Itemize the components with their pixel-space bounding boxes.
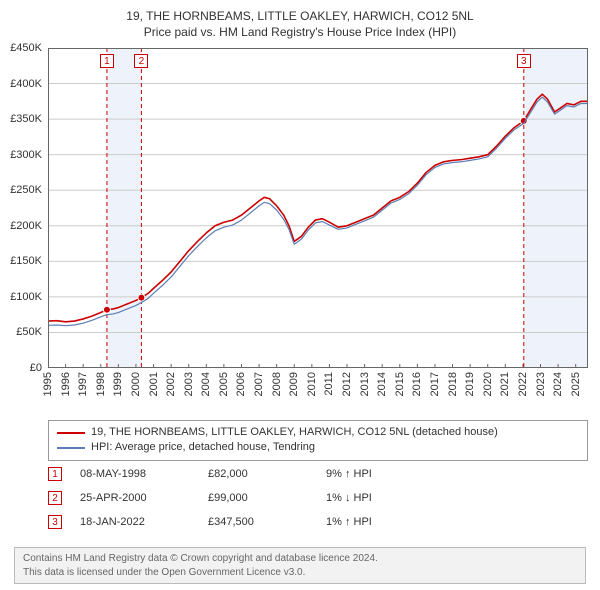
x-tick-label: 2004: [200, 372, 212, 396]
event-price: £82,000: [208, 468, 308, 480]
x-tick-label: 2017: [429, 372, 441, 396]
event-marker-2: 2: [48, 491, 62, 505]
legend-row: 19, THE HORNBEAMS, LITTLE OAKLEY, HARWIC…: [57, 425, 579, 440]
event-row: 1 08-MAY-1998 £82,000 9% ↑ HPI: [48, 462, 588, 486]
events-table: 1 08-MAY-1998 £82,000 9% ↑ HPI 2 25-APR-…: [48, 462, 588, 534]
x-tick-label: 2010: [306, 372, 318, 396]
event-date: 25-APR-2000: [80, 492, 190, 504]
legend-label-1: 19, THE HORNBEAMS, LITTLE OAKLEY, HARWIC…: [91, 425, 498, 440]
x-tick-label: 2008: [271, 372, 283, 396]
x-tick-label: 2000: [130, 372, 142, 396]
plot-svg: [48, 48, 588, 368]
y-tick-label: £400K: [0, 78, 42, 90]
x-tick-label: 2024: [552, 372, 564, 396]
event-date: 18-JAN-2022: [80, 516, 190, 528]
event-hpi: 9% ↑ HPI: [326, 468, 372, 480]
x-tick-label: 1999: [112, 372, 124, 396]
title-address: 19, THE HORNBEAMS, LITTLE OAKLEY, HARWIC…: [0, 8, 600, 24]
chart-container: 19, THE HORNBEAMS, LITTLE OAKLEY, HARWIC…: [0, 0, 600, 590]
y-tick-label: £100K: [0, 291, 42, 303]
x-tick-label: 2018: [447, 372, 459, 396]
y-tick-label: £350K: [0, 113, 42, 125]
y-tick-label: £450K: [0, 42, 42, 54]
legend-row: HPI: Average price, detached house, Tend…: [57, 440, 579, 455]
x-tick-label: 2023: [535, 372, 547, 396]
title-block: 19, THE HORNBEAMS, LITTLE OAKLEY, HARWIC…: [0, 0, 600, 40]
x-tick-label: 2016: [411, 372, 423, 396]
title-subtitle: Price paid vs. HM Land Registry's House …: [0, 24, 600, 40]
x-tick-label: 1995: [42, 372, 54, 396]
x-tick-label: 2013: [359, 372, 371, 396]
legend-label-2: HPI: Average price, detached house, Tend…: [91, 440, 315, 455]
y-tick-label: £150K: [0, 255, 42, 267]
x-tick-label: 2015: [394, 372, 406, 396]
x-tick-label: 2022: [517, 372, 529, 396]
x-tick-label: 2005: [218, 372, 230, 396]
x-tick-label: 2025: [570, 372, 582, 396]
x-tick-label: 1997: [77, 372, 89, 396]
y-tick-label: £300K: [0, 149, 42, 161]
event-marker-1: 1: [48, 467, 62, 481]
legend-swatch-2: [57, 447, 85, 449]
x-tick-label: 2012: [341, 372, 353, 396]
x-tick-label: 2014: [376, 372, 388, 396]
footer-line2: This data is licensed under the Open Gov…: [23, 566, 577, 580]
event-price: £99,000: [208, 492, 308, 504]
x-tick-label: 2009: [288, 372, 300, 396]
x-tick-label: 2011: [323, 372, 335, 396]
footer-line1: Contains HM Land Registry data © Crown c…: [23, 552, 577, 566]
event-marker-3: 3: [48, 515, 62, 529]
x-tick-label: 2007: [253, 372, 265, 396]
event-date: 08-MAY-1998: [80, 468, 190, 480]
event-hpi: 1% ↓ HPI: [326, 492, 372, 504]
event-price: £347,500: [208, 516, 308, 528]
x-tick-label: 2003: [183, 372, 195, 396]
event-row: 3 18-JAN-2022 £347,500 1% ↑ HPI: [48, 510, 588, 534]
y-tick-label: £50K: [0, 326, 42, 338]
plot-event-marker: 3: [517, 54, 531, 68]
legend-swatch-1: [57, 432, 85, 434]
y-tick-label: £200K: [0, 220, 42, 232]
y-tick-label: £250K: [0, 184, 42, 196]
x-tick-label: 2020: [482, 372, 494, 396]
x-tick-label: 2021: [499, 372, 511, 396]
event-row: 2 25-APR-2000 £99,000 1% ↓ HPI: [48, 486, 588, 510]
y-tick-label: £0: [0, 362, 42, 374]
footer-attribution: Contains HM Land Registry data © Crown c…: [14, 547, 586, 584]
chart-area: £0£50K£100K£150K£200K£250K£300K£350K£400…: [48, 48, 588, 368]
x-tick-label: 2002: [165, 372, 177, 396]
x-tick-label: 1996: [60, 372, 72, 396]
x-tick-label: 2019: [464, 372, 476, 396]
plot-event-marker: 1: [100, 54, 114, 68]
x-tick-label: 2006: [235, 372, 247, 396]
plot-event-marker: 2: [134, 54, 148, 68]
x-tick-label: 2001: [148, 372, 160, 396]
x-tick-label: 1998: [95, 372, 107, 396]
legend-box: 19, THE HORNBEAMS, LITTLE OAKLEY, HARWIC…: [48, 420, 588, 461]
event-hpi: 1% ↑ HPI: [326, 516, 372, 528]
